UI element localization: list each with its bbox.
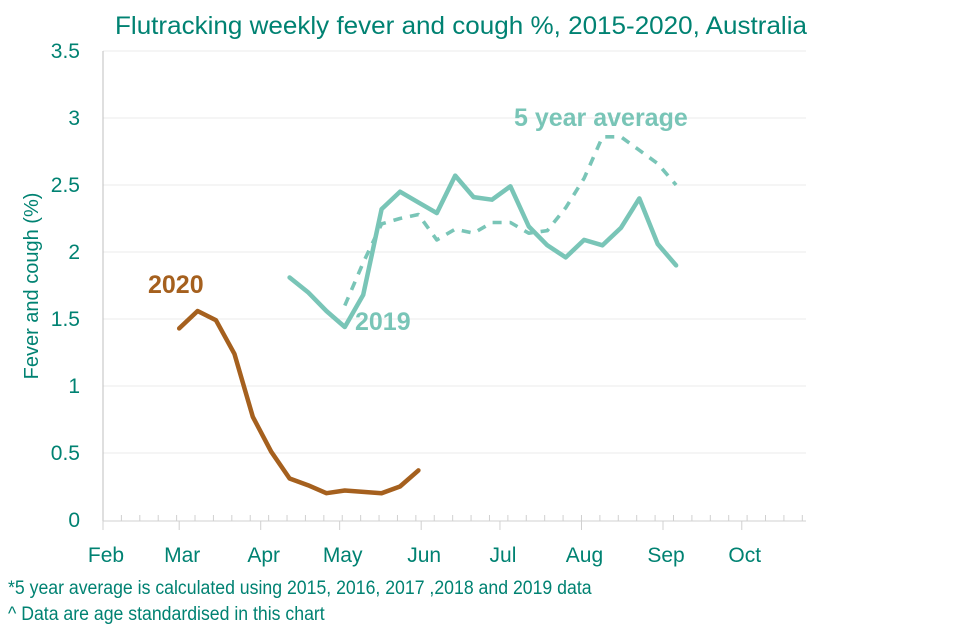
x-tick-label: Jun bbox=[407, 544, 441, 567]
series-line-2020 bbox=[176, 308, 421, 496]
y-tick-label: 1.5 bbox=[51, 308, 80, 331]
x-tick-label: Oct bbox=[728, 544, 761, 567]
series-label-2020: 2020 bbox=[148, 271, 204, 299]
x-tick-label: Mar bbox=[164, 544, 200, 567]
x-tick-label: Apr bbox=[247, 544, 280, 567]
series-label-2019: 2019 bbox=[355, 308, 411, 336]
y-tick-label: 3 bbox=[68, 107, 80, 130]
series-line-2019 bbox=[287, 173, 679, 330]
series-label-5-year-average: 5 year average bbox=[514, 104, 688, 132]
axes bbox=[102, 51, 806, 530]
y-tick-label: 0.5 bbox=[51, 442, 80, 465]
series-line-5-year-average bbox=[343, 135, 678, 307]
footnote-age-standardised: ^ Data are age standardised in this char… bbox=[8, 604, 325, 625]
series-lines bbox=[176, 135, 679, 496]
footnote-5-year-average: *5 year average is calculated using 2015… bbox=[8, 578, 592, 599]
x-tick-label: Feb bbox=[88, 544, 124, 567]
y-tick-label: 3.5 bbox=[51, 40, 80, 63]
y-tick-label: 1 bbox=[68, 375, 80, 398]
x-tick-label: May bbox=[323, 544, 363, 567]
x-tick-labels: Feb Mar Apr May Jun Jul Aug Sep Oct bbox=[88, 544, 761, 567]
gridlines bbox=[103, 50, 806, 454]
x-tick-label: Jul bbox=[490, 544, 517, 567]
y-tick-label: 0 bbox=[68, 509, 80, 532]
y-tick-label: 2 bbox=[68, 241, 80, 264]
chart-title: Flutracking weekly fever and cough %, 20… bbox=[115, 12, 807, 40]
x-tick-label: Sep bbox=[647, 544, 684, 567]
y-tick-labels: 0 0.5 1 1.5 2 2.5 3 3.5 bbox=[51, 40, 80, 532]
x-tick-label: Aug bbox=[566, 544, 603, 567]
y-tick-label: 2.5 bbox=[51, 174, 80, 197]
y-axis-label: Fever and cough (%) bbox=[21, 193, 43, 380]
